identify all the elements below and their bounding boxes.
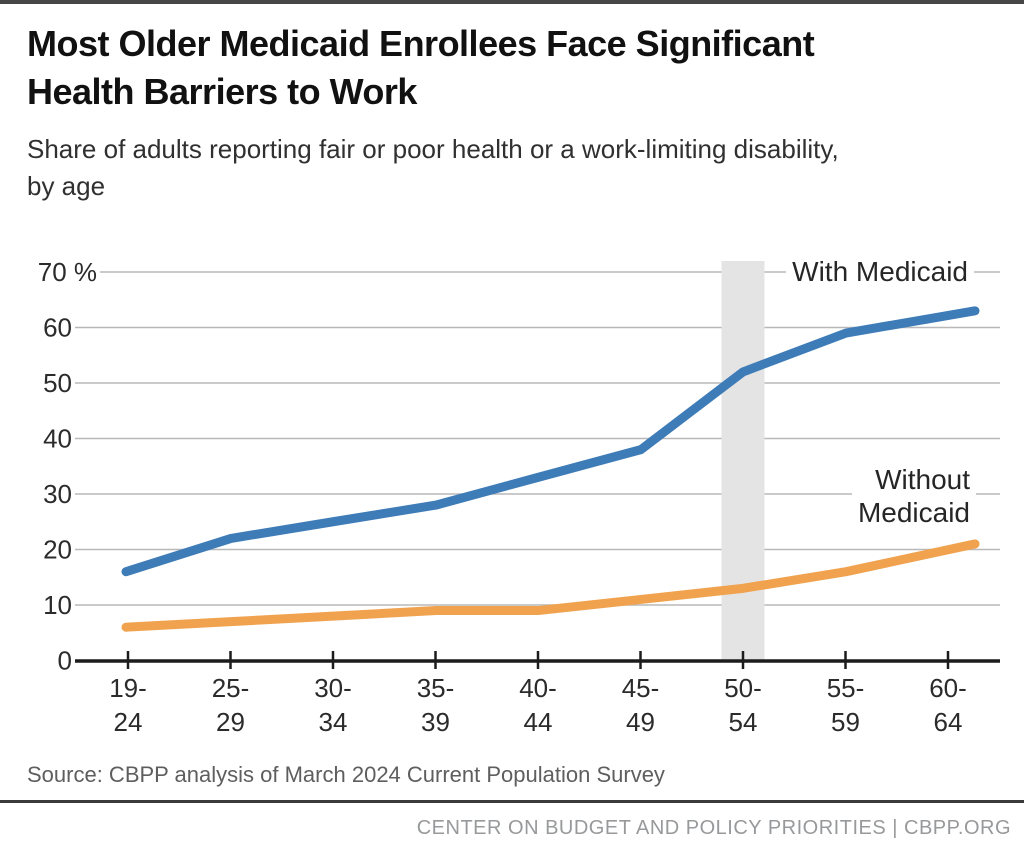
series-label-without-line2: Medicaid (857, 497, 970, 528)
x-tick-label-55-59: 55-59 (827, 673, 865, 737)
x-tick-label-25-29: 25-29 (212, 673, 250, 737)
series-label-without-medicaid: Without Medicaid (851, 463, 976, 529)
x-tick-label-30-34: 30-34 (314, 673, 352, 737)
source-note: Source: CBPP analysis of March 2024 Curr… (27, 762, 665, 787)
y-tick-label-70: 70 % (38, 257, 97, 287)
y-tick-label-40: 40 (43, 424, 72, 454)
x-tick-label-40-44: 40-44 (519, 673, 557, 737)
y-tick-label-20: 20 (43, 535, 72, 565)
top-accent-bar (0, 0, 1024, 4)
highlight-band-50-54 (721, 261, 765, 662)
x-tick-label-45-49: 45-49 (622, 673, 660, 737)
x-tick-label-35-39: 35-39 (417, 673, 455, 737)
series-label-without-line1: Without (875, 464, 970, 495)
y-tick-label-30: 30 (43, 479, 72, 509)
chart-title-line2: Health Barriers to Work (27, 71, 417, 112)
x-tick-label-50-54: 50-54 (724, 673, 762, 737)
with-medicaid-line (121, 306, 980, 577)
x-tick-label-19-24: 19-24 (109, 673, 147, 737)
footer-text: CENTER ON BUDGET AND POLICY PRIORITIES |… (416, 817, 1011, 839)
y-tick-label-0: 0 (58, 646, 72, 676)
chart-title-line1: Most Older Medicaid Enrollees Face Signi… (27, 23, 815, 64)
chart-subtitle-line2: by age (27, 171, 106, 201)
y-tick-label-10: 10 (43, 590, 72, 620)
chart-subtitle-line1: Share of adults reporting fair or poor h… (27, 134, 839, 164)
chart-subtitle: Share of adults reporting fair or poor h… (27, 131, 839, 205)
y-tick-label-50: 50 (43, 368, 72, 398)
chart-title: Most Older Medicaid Enrollees Face Signi… (27, 20, 815, 116)
series-label-with-medicaid: With Medicaid (786, 255, 974, 289)
footer-divider (0, 800, 1024, 803)
without-medicaid-line (121, 539, 980, 632)
x-tick-label-60-64: 60-64 (929, 673, 967, 737)
y-tick-label-60: 60 (43, 313, 72, 343)
